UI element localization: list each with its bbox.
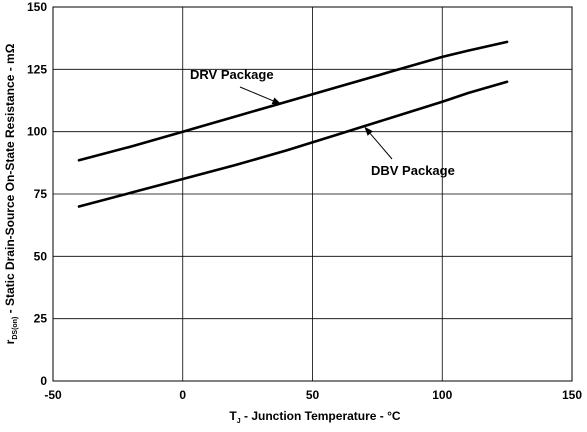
annotation-arrowhead [271,97,282,105]
annotation-arrowhead [364,126,373,136]
plot-frame [52,6,573,382]
y-axis-label: rDS(on) - Static Drain-Source On-State R… [3,43,19,344]
annotation-label-dbv: DBV Package [371,163,455,178]
y-tick-label: 150 [27,0,47,14]
x-tick-label: 150 [562,388,582,402]
y-tick-label: 25 [34,312,48,326]
series-line-drv [77,40,509,162]
y-tick-label: 125 [27,62,47,76]
annotation-arrow-line [239,86,274,102]
y-tick-label: 100 [27,125,47,139]
annotation-arrow-line [369,133,393,160]
y-tick-label: 50 [34,249,48,263]
grid [52,6,573,382]
y-tick-label: 0 [40,374,47,388]
x-tick-label: 100 [432,388,452,402]
series-lines [77,40,509,208]
annotations: DRV Package DBV Package [190,67,455,178]
x-tick-label: 0 [179,388,186,402]
x-axis-label: TJ - Junction Temperature - °C [229,409,401,425]
x-tick-label: -50 [44,388,62,402]
x-tick-label: 50 [306,388,320,402]
y-tick-label: 75 [34,187,48,201]
series-line-dbv [77,80,509,208]
annotation-label-drv: DRV Package [190,67,274,82]
